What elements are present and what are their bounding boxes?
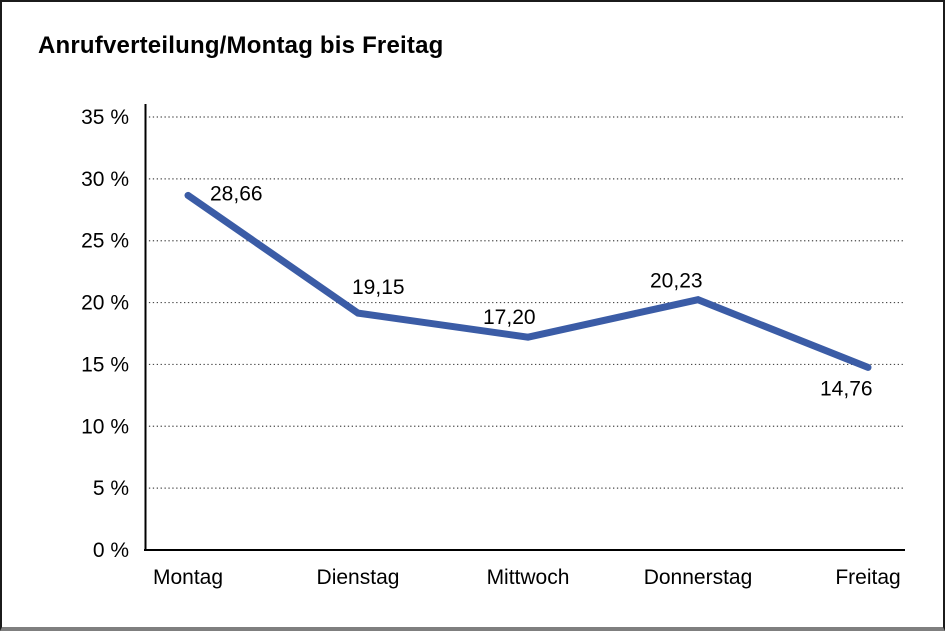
data-point-label: 14,76 <box>820 377 873 400</box>
chart-title: Anrufverteilung/Montag bis Freitag <box>38 32 444 59</box>
y-axis-tick-label: 30 % <box>81 168 129 191</box>
x-axis-tick-label: Mittwoch <box>487 566 570 589</box>
x-axis-tick-label: Donnerstag <box>644 566 753 589</box>
data-series-line <box>184 191 872 371</box>
x-axis-tick-label: Dienstag <box>317 566 400 589</box>
y-axis-tick-label: 10 % <box>81 415 129 438</box>
y-axis-tick-label: 15 % <box>81 353 129 376</box>
y-axis-tick-label: 35 % <box>81 106 129 129</box>
x-axis-tick-label: Freitag <box>835 566 900 589</box>
data-point-label: 17,20 <box>483 306 536 329</box>
y-axis-tick-label: 5 % <box>93 477 129 500</box>
data-point-label: 20,23 <box>650 270 703 293</box>
x-axis-tick-label: Montag <box>153 566 223 589</box>
y-axis-tick-label: 20 % <box>81 292 129 315</box>
y-axis-tick-label: 25 % <box>81 230 129 253</box>
data-point-label: 28,66 <box>210 182 263 205</box>
y-axis-tick-label: 0 % <box>93 539 129 562</box>
data-point-label: 19,15 <box>352 276 405 299</box>
